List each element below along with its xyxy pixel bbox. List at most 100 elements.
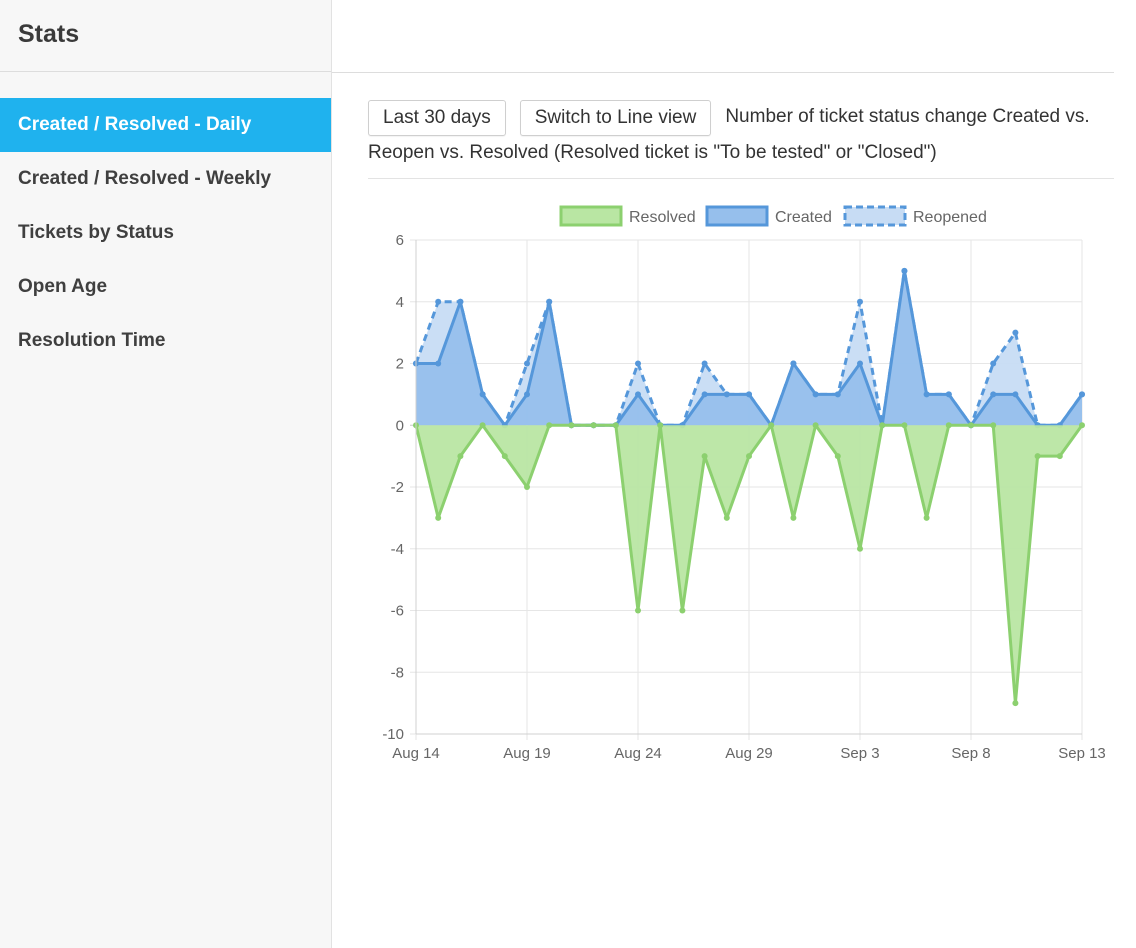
- y-tick-label: -4: [391, 541, 404, 558]
- sidebar-item-open-age[interactable]: Open Age: [18, 276, 108, 297]
- x-tick-label: Sep 8: [951, 745, 990, 762]
- resolved-point: [479, 422, 486, 429]
- resolved-point: [679, 607, 686, 614]
- resolved-point: [768, 422, 775, 429]
- sidebar-item-resolution-time[interactable]: Resolution Time: [18, 330, 166, 351]
- resolved-point: [1079, 422, 1085, 429]
- resolved-point: [968, 422, 974, 429]
- resolved-point: [435, 514, 442, 521]
- reopened-point: [435, 298, 442, 305]
- created-point: [723, 391, 730, 398]
- reopened-point: [1012, 329, 1019, 336]
- resolved-point: [790, 514, 797, 521]
- legend-swatch-resolved: [559, 205, 623, 227]
- chart-controls: Last 30 days Switch to Line view Number of…: [368, 100, 1114, 170]
- y-tick-label: 6: [396, 232, 404, 249]
- legend-swatch-reopened: [843, 205, 907, 227]
- created-point: [546, 298, 553, 305]
- x-tick-label: Sep 3: [840, 745, 879, 762]
- x-tick-label: Aug 19: [503, 745, 551, 762]
- sidebar-item-created-resolved-weekly[interactable]: Created / Resolved - Weekly: [18, 168, 272, 189]
- ticket-status-chart: Resolved Created Reopened -10 -8 -6 -4 -2 0 2 4 6 A…: [382, 205, 1106, 762]
- created-point: [790, 360, 797, 367]
- switch-view-button[interactable]: Switch to Line view: [519, 100, 712, 136]
- resolved-point: [590, 422, 597, 429]
- y-tick-label: -6: [391, 603, 404, 620]
- resolved-point: [723, 514, 730, 521]
- created-point: [901, 267, 908, 274]
- sidebar: Stats Created / Resolved - Daily Created…: [0, 0, 332, 948]
- resolved-point: [857, 545, 863, 552]
- legend-label-resolved: Resolved: [629, 209, 696, 226]
- resolved-point: [834, 453, 841, 460]
- reopened-point: [635, 360, 641, 367]
- created-point: [1079, 391, 1085, 398]
- created-point: [990, 391, 997, 398]
- resolved-point: [524, 484, 530, 490]
- resolved-point: [635, 607, 641, 614]
- resolved-point: [546, 422, 553, 429]
- sidebar-item-tickets-by-status[interactable]: Tickets by Status: [18, 222, 174, 243]
- y-tick-label: -10: [382, 726, 404, 743]
- chart-legend: Resolved Created Reopened: [559, 205, 987, 227]
- header-divider: [332, 72, 1114, 73]
- reopened-point: [524, 360, 530, 367]
- created-point: [923, 391, 930, 398]
- y-tick-label: 4: [396, 294, 404, 311]
- resolved-point: [701, 453, 708, 460]
- resolved-point: [568, 422, 575, 429]
- resolved-point: [612, 422, 619, 429]
- created-area: [416, 270, 1082, 426]
- created-point: [945, 391, 952, 398]
- resolved-point: [1056, 453, 1063, 460]
- resolved-point: [923, 514, 930, 521]
- created-point: [635, 391, 641, 398]
- created-point: [857, 360, 863, 367]
- chart-axes: -10 -8 -6 -4 -2 0 2 4 6 Aug 14 Aug 19 Aug 24 Aug 29 S…: [382, 232, 1105, 762]
- legend-label-reopened: Reopened: [913, 209, 987, 226]
- x-tick-label: Sep 13: [1058, 745, 1106, 762]
- resolved-point: [990, 422, 997, 429]
- resolved-point: [657, 422, 664, 429]
- created-point: [701, 391, 708, 398]
- reopened-point: [701, 360, 708, 367]
- resolved-point: [1012, 700, 1019, 707]
- created-point: [479, 391, 486, 398]
- created-point: [457, 298, 464, 305]
- resolved-point: [812, 422, 819, 429]
- reopened-point: [857, 298, 863, 305]
- resolved-point: [501, 453, 508, 460]
- date-range-button[interactable]: Last 30 days: [368, 100, 506, 136]
- x-tick-label: Aug 29: [725, 745, 773, 762]
- x-tick-label: Aug 14: [392, 745, 440, 762]
- sidebar-title: Stats: [0, 0, 331, 72]
- legend-label-created: Created: [775, 209, 832, 226]
- created-point: [1012, 391, 1019, 398]
- y-tick-label: 2: [396, 356, 404, 373]
- y-tick-label: -2: [391, 479, 404, 496]
- resolved-area: [416, 425, 1082, 704]
- created-point: [746, 391, 752, 398]
- legend-swatch-created: [705, 205, 769, 227]
- chart-grid: [410, 239, 1083, 740]
- x-tick-label: Aug 24: [614, 745, 662, 762]
- sidebar-nav: Created / Resolved - Daily Created / Res…: [0, 98, 331, 368]
- y-tick-label: 0: [396, 417, 404, 434]
- created-point: [812, 391, 819, 398]
- main-panel: Last 30 days Switch to Line view Number of…: [332, 0, 1136, 948]
- chart-series: [413, 267, 1085, 707]
- created-point: [435, 360, 442, 367]
- controls-divider: [368, 178, 1114, 179]
- sidebar-item-created-resolved-daily[interactable]: Created / Resolved - Daily: [0, 98, 331, 152]
- created-point: [524, 391, 530, 398]
- resolved-point: [746, 453, 752, 460]
- resolved-point: [901, 422, 908, 429]
- resolved-point: [1034, 453, 1041, 460]
- chart-description: Number of ticket status change Created v…: [368, 106, 1090, 163]
- resolved-point: [879, 422, 886, 429]
- reopened-point: [990, 360, 997, 367]
- y-tick-label: -8: [391, 664, 404, 681]
- resolved-point: [457, 453, 464, 460]
- resolved-point: [945, 422, 952, 429]
- created-point: [834, 391, 841, 398]
